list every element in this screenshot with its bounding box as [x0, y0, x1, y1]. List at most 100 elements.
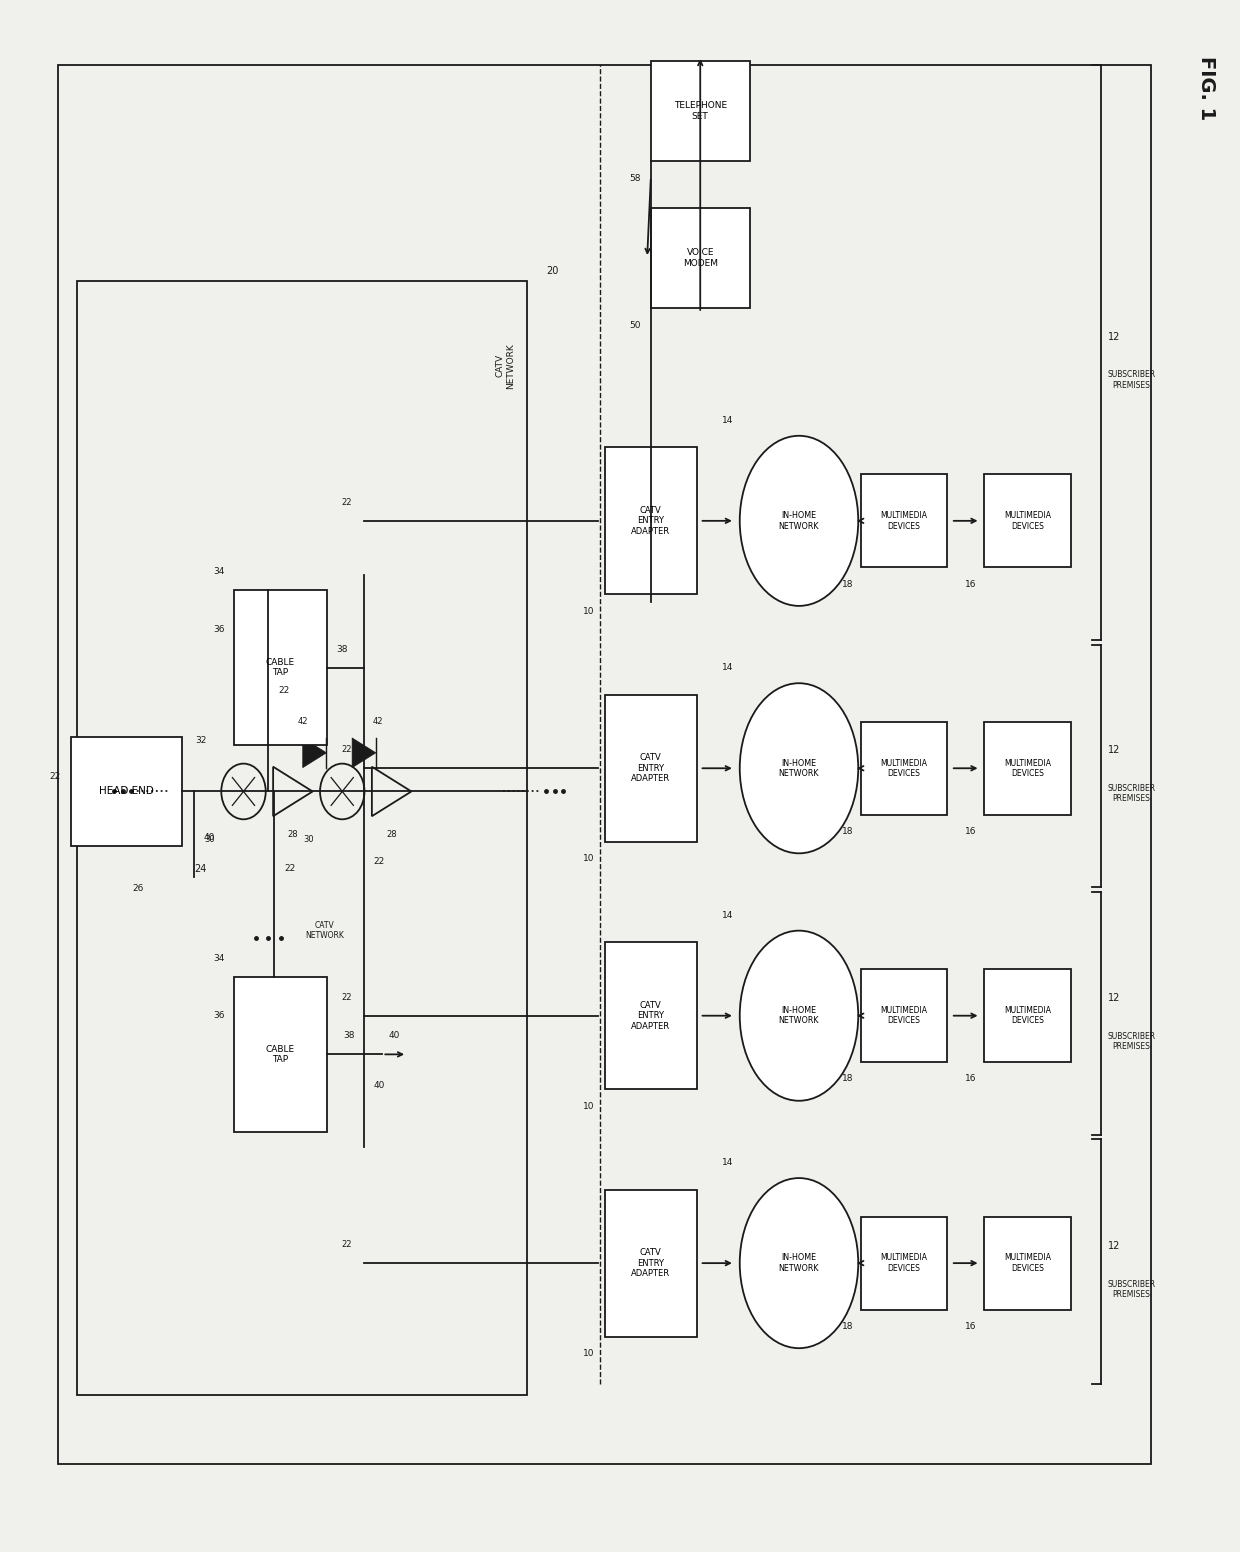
Text: IN-HOME
NETWORK: IN-HOME NETWORK [779, 759, 820, 778]
Text: 10: 10 [583, 607, 595, 616]
Text: CATV
ENTRY
ADAPTER: CATV ENTRY ADAPTER [631, 506, 671, 535]
Text: 38: 38 [336, 644, 347, 653]
FancyBboxPatch shape [651, 208, 750, 309]
FancyBboxPatch shape [651, 61, 750, 161]
Text: 18: 18 [842, 827, 853, 837]
Text: SUBSCRIBER
PREMISES: SUBSCRIBER PREMISES [1107, 784, 1156, 804]
Text: VOICE
MODEM: VOICE MODEM [683, 248, 718, 267]
FancyBboxPatch shape [605, 447, 697, 594]
Text: MULTIMEDIA
DEVICES: MULTIMEDIA DEVICES [1004, 1254, 1050, 1273]
Text: MULTIMEDIA
DEVICES: MULTIMEDIA DEVICES [880, 1006, 928, 1026]
Text: 16: 16 [965, 1074, 977, 1083]
Text: 34: 34 [213, 568, 224, 576]
Text: 36: 36 [213, 624, 224, 633]
FancyBboxPatch shape [985, 722, 1070, 815]
FancyBboxPatch shape [985, 970, 1070, 1062]
Text: 34: 34 [213, 954, 224, 962]
Text: 22: 22 [284, 864, 295, 874]
Text: 10: 10 [583, 854, 595, 863]
Text: 24: 24 [195, 864, 207, 874]
FancyBboxPatch shape [234, 978, 327, 1131]
Text: CABLE
TAP: CABLE TAP [265, 1044, 295, 1065]
Text: MULTIMEDIA
DEVICES: MULTIMEDIA DEVICES [1004, 511, 1050, 531]
Text: SUBSCRIBER
PREMISES: SUBSCRIBER PREMISES [1107, 371, 1156, 390]
FancyBboxPatch shape [861, 1217, 947, 1310]
Text: SUBSCRIBER
PREMISES: SUBSCRIBER PREMISES [1107, 1280, 1156, 1299]
Text: CATV
ENTRY
ADAPTER: CATV ENTRY ADAPTER [631, 753, 671, 784]
Text: 26: 26 [133, 885, 144, 894]
Text: MULTIMEDIA
DEVICES: MULTIMEDIA DEVICES [1004, 759, 1050, 778]
Text: 12: 12 [1107, 1242, 1120, 1251]
Text: IN-HOME
NETWORK: IN-HOME NETWORK [779, 1006, 820, 1026]
Text: HEAD END: HEAD END [99, 787, 154, 796]
Text: 42: 42 [298, 717, 308, 726]
Text: 42: 42 [373, 717, 383, 726]
Text: 20: 20 [546, 265, 558, 276]
Ellipse shape [740, 683, 858, 854]
Text: 58: 58 [630, 174, 641, 183]
Text: 18: 18 [842, 1322, 853, 1332]
Text: 30: 30 [205, 835, 215, 844]
Text: 14: 14 [722, 663, 734, 672]
Text: 12: 12 [1107, 993, 1120, 1003]
FancyBboxPatch shape [861, 970, 947, 1062]
Text: 36: 36 [213, 1012, 224, 1020]
Text: 16: 16 [965, 1322, 977, 1332]
Polygon shape [303, 737, 326, 768]
Text: 12: 12 [1107, 745, 1120, 756]
Text: 22: 22 [341, 745, 351, 754]
Text: 32: 32 [195, 736, 207, 745]
Polygon shape [352, 737, 376, 768]
Text: CABLE
TAP: CABLE TAP [265, 658, 295, 678]
Text: CATV
ENTRY
ADAPTER: CATV ENTRY ADAPTER [631, 1001, 671, 1031]
Text: 22: 22 [50, 771, 61, 781]
Text: 18: 18 [842, 1074, 853, 1083]
FancyBboxPatch shape [605, 942, 697, 1090]
Text: 12: 12 [1107, 332, 1120, 341]
Text: 16: 16 [965, 579, 977, 588]
Text: 40: 40 [205, 833, 216, 843]
Text: 22: 22 [341, 993, 351, 1001]
Text: 40: 40 [389, 1031, 401, 1040]
Ellipse shape [740, 436, 858, 605]
Text: CATV
NETWORK: CATV NETWORK [496, 343, 515, 388]
Text: 30: 30 [304, 835, 314, 844]
Text: MULTIMEDIA
DEVICES: MULTIMEDIA DEVICES [1004, 1006, 1050, 1026]
Text: 14: 14 [722, 911, 734, 920]
Ellipse shape [740, 931, 858, 1100]
FancyBboxPatch shape [234, 590, 327, 745]
Text: 40: 40 [373, 1080, 386, 1090]
Text: IN-HOME
NETWORK: IN-HOME NETWORK [779, 511, 820, 531]
Text: IN-HOME
NETWORK: IN-HOME NETWORK [779, 1254, 820, 1273]
FancyBboxPatch shape [861, 475, 947, 566]
Text: 10: 10 [583, 1102, 595, 1111]
FancyBboxPatch shape [71, 737, 182, 846]
Text: TELEPHONE
SET: TELEPHONE SET [673, 101, 727, 121]
Text: SUBSCRIBER
PREMISES: SUBSCRIBER PREMISES [1107, 1032, 1156, 1051]
FancyBboxPatch shape [861, 722, 947, 815]
Text: CATV
ENTRY
ADAPTER: CATV ENTRY ADAPTER [631, 1248, 671, 1277]
Text: 14: 14 [722, 1158, 734, 1167]
Text: 10: 10 [583, 1349, 595, 1358]
FancyBboxPatch shape [605, 1190, 697, 1336]
FancyBboxPatch shape [985, 1217, 1070, 1310]
Text: 22: 22 [373, 857, 384, 866]
Text: 22: 22 [341, 1240, 351, 1249]
Text: 28: 28 [387, 830, 397, 840]
Text: 18: 18 [842, 579, 853, 588]
Text: MULTIMEDIA
DEVICES: MULTIMEDIA DEVICES [880, 511, 928, 531]
FancyBboxPatch shape [605, 695, 697, 841]
Text: 38: 38 [343, 1031, 355, 1040]
Text: 22: 22 [341, 498, 351, 508]
Text: MULTIMEDIA
DEVICES: MULTIMEDIA DEVICES [880, 759, 928, 778]
Text: CATV
NETWORK: CATV NETWORK [305, 920, 343, 941]
Text: 22: 22 [278, 686, 289, 695]
Text: 50: 50 [630, 321, 641, 329]
Text: FIG. 1: FIG. 1 [1197, 56, 1216, 120]
Text: 16: 16 [965, 827, 977, 837]
Text: 14: 14 [722, 416, 734, 425]
Ellipse shape [740, 1178, 858, 1349]
FancyBboxPatch shape [985, 475, 1070, 566]
Text: MULTIMEDIA
DEVICES: MULTIMEDIA DEVICES [880, 1254, 928, 1273]
Text: 28: 28 [288, 830, 298, 840]
